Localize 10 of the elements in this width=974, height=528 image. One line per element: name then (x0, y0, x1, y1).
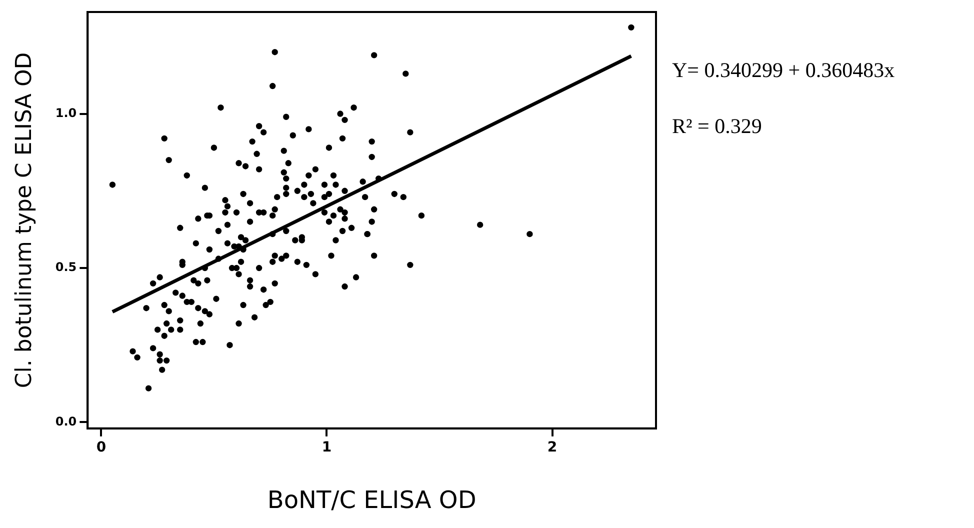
y-tick-label: 0.5 (55, 260, 77, 274)
text: R² = 0.329 (672, 114, 762, 139)
x-axis-title: BoNT/C ELISA OD (267, 486, 476, 514)
text: Y= 0.340299 + 0.360483x (672, 58, 895, 83)
y-tick-label: 0.0 (55, 414, 77, 428)
y-tick-label: 1.0 (55, 106, 77, 120)
y-axis-title: Cl. botulinum type C ELISA OD (12, 52, 37, 388)
x-tick-label: 2 (547, 439, 558, 456)
x-tick-label: 0 (96, 439, 106, 456)
x-tick-label: 1 (322, 439, 332, 456)
